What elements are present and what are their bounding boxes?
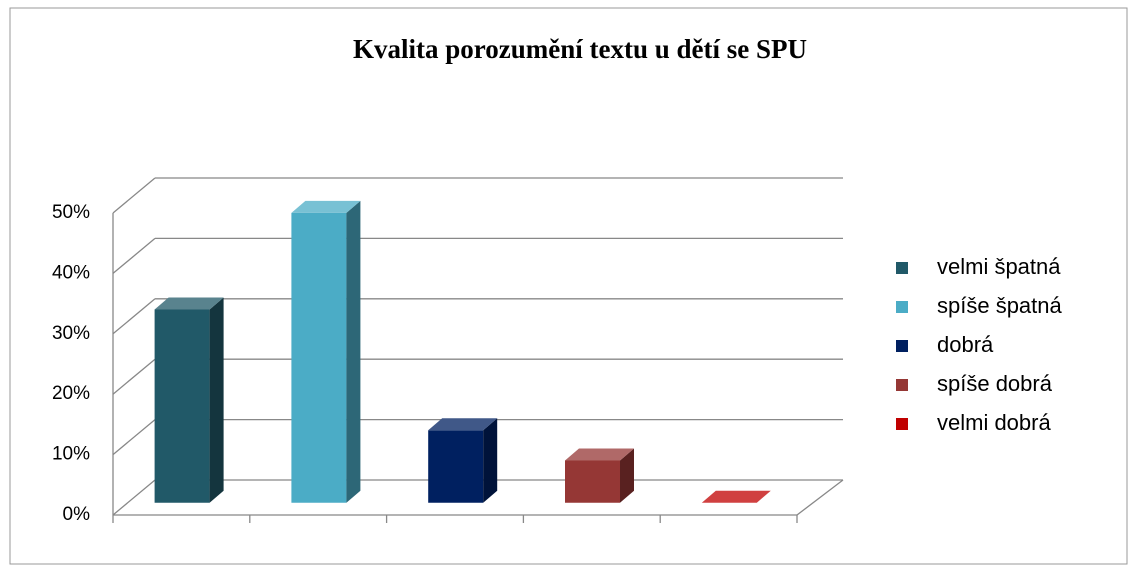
y-tick-label: 0%: [63, 504, 91, 525]
grid-line: [112, 177, 156, 214]
bar-side: [209, 297, 224, 503]
bar-top: [701, 490, 771, 503]
grid-line: [112, 358, 156, 395]
bar-top: [154, 297, 224, 310]
y-tick-label: 10%: [52, 444, 90, 465]
bar-top: [291, 200, 361, 213]
bar: [154, 309, 210, 503]
legend-label: spíše špatná: [937, 293, 1063, 318]
floor-edge: [796, 479, 844, 516]
y-tick-label: 30%: [52, 323, 90, 344]
legend-swatch: [896, 340, 908, 352]
bar: [565, 460, 620, 503]
y-tick-label: 20%: [52, 383, 90, 404]
bar-side: [346, 200, 361, 503]
legend-swatch: [896, 379, 908, 391]
grid-line: [112, 479, 156, 516]
bar: [428, 430, 484, 503]
bar-top: [428, 418, 498, 431]
legend-swatch: [896, 262, 908, 274]
grid-line: [112, 419, 156, 456]
bar-side: [620, 448, 634, 503]
legend-label: velmi špatná: [937, 254, 1061, 279]
grid-line: [112, 298, 156, 335]
bar: [291, 212, 347, 503]
legend-swatch: [896, 418, 908, 430]
legend-label: dobrá: [937, 332, 994, 357]
bar-top: [565, 448, 634, 461]
grid-line: [112, 237, 156, 274]
bar-side: [483, 418, 498, 503]
legend-swatch: [896, 301, 908, 313]
legend-label: spíše dobrá: [937, 371, 1053, 396]
y-tick-label: 40%: [52, 262, 90, 283]
chart-title: Kvalita porozumění textu u dětí se SPU: [353, 34, 807, 64]
y-tick-label: 50%: [52, 202, 90, 223]
legend-label: velmi dobrá: [937, 410, 1051, 435]
